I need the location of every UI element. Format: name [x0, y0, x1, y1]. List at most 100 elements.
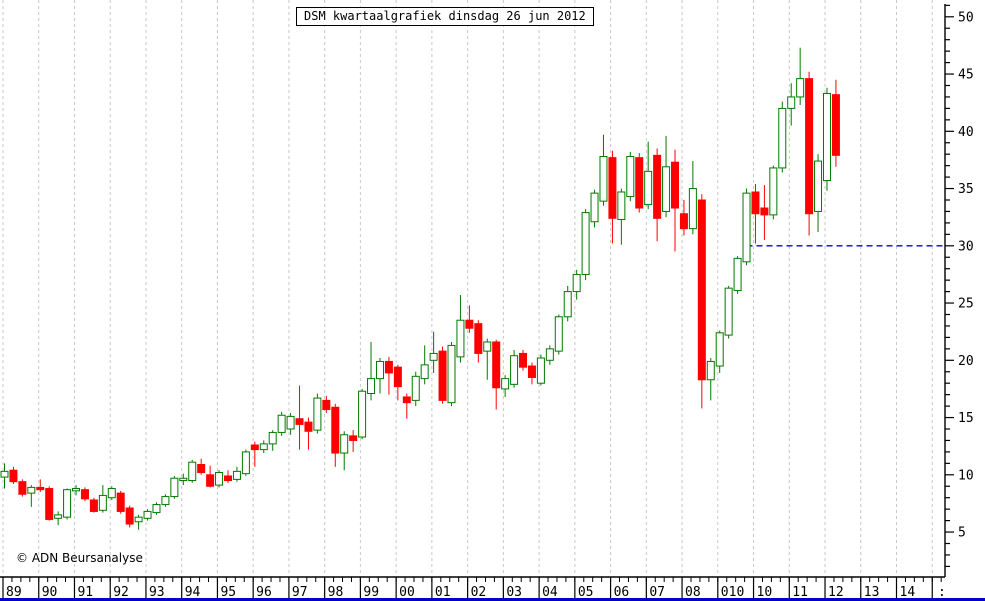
x-tick-label-10: 10 — [757, 585, 773, 600]
candle-1997Q4 — [313, 393, 322, 434]
x-tick-label-00: 00 — [399, 585, 415, 600]
x-tick-label-92: 92 — [113, 585, 129, 600]
y-tick-label-10: 10 — [958, 468, 974, 483]
axes — [0, 4, 946, 578]
y-tick-label-45: 45 — [958, 68, 974, 83]
x-tick-label-94: 94 — [185, 585, 201, 600]
candle-2007Q3 — [662, 135, 671, 218]
candle-1989Q4 — [27, 485, 36, 507]
x-tick-label-99: 99 — [363, 585, 379, 600]
candle-2010Q1 — [751, 183, 760, 244]
candle-2003Q2 — [510, 349, 519, 388]
candle-2000Q1 — [393, 364, 402, 401]
candle-2003Q4 — [527, 362, 536, 385]
x-tick-label-07: 07 — [649, 585, 665, 600]
candle-1991Q4 — [98, 485, 107, 513]
y-tick-label-30: 30 — [958, 239, 974, 254]
candle-1990Q1 — [36, 479, 45, 492]
x-tick-label-95: 95 — [220, 585, 236, 600]
candle-1998Q3 — [340, 431, 349, 471]
candle-1996Q1 — [250, 441, 259, 467]
candle-1998Q1 — [322, 395, 331, 413]
x-tick-label-97: 97 — [292, 585, 308, 600]
candle-2012Q1 — [822, 87, 831, 191]
candle-1990Q2 — [45, 486, 54, 521]
candle-1991Q3 — [89, 497, 98, 513]
candle-2004Q2 — [545, 345, 554, 365]
x-tick-label-14: 14 — [900, 585, 916, 600]
candle-1995Q1 — [215, 470, 224, 488]
x-tick-label-96: 96 — [256, 585, 272, 600]
candle-2006Q2 — [617, 188, 626, 245]
candle-1996Q3 — [268, 430, 277, 451]
candle-2001Q4 — [456, 295, 465, 363]
candle-1998Q4 — [349, 430, 358, 452]
candle-2011Q2 — [796, 47, 805, 105]
x-tick-label-03: 03 — [506, 585, 522, 600]
y-tick-label-20: 20 — [958, 354, 974, 369]
y-tick-label-50: 50 — [958, 10, 974, 25]
candle-1989Q2 — [9, 466, 18, 484]
candle-1993Q2 — [152, 502, 161, 515]
candle-2011Q4 — [814, 154, 823, 233]
x-tick-label-02: 02 — [471, 585, 487, 600]
y-tick-label-25: 25 — [958, 297, 974, 312]
candle-1990Q4 — [63, 488, 72, 520]
candle-2005Q4 — [599, 134, 608, 206]
candle-1997Q3 — [304, 417, 313, 450]
candle-1994Q4 — [206, 465, 215, 488]
candle-2006Q4 — [635, 153, 644, 213]
candle-1999Q1 — [358, 388, 367, 440]
x-tick-label-01: 01 — [435, 585, 451, 600]
x-tick-label-93: 93 — [149, 585, 165, 600]
candle-1998Q2 — [331, 403, 340, 467]
x-tick-label-partial: : — [938, 585, 946, 600]
candle-2004Q3 — [554, 314, 563, 355]
y-axis-ticks-labels: 50 45 40 35 30 25 20 15 10 5 — [945, 4, 974, 568]
copyright-label: © ADN Beursanalyse — [16, 551, 143, 565]
candle-1994Q3 — [197, 458, 206, 475]
candle-2005Q2 — [581, 209, 590, 281]
candle-2010Q3 — [769, 165, 778, 220]
candle-2002Q3 — [483, 338, 492, 380]
candle-2000Q3 — [411, 371, 420, 407]
candle-1997Q1 — [286, 412, 295, 435]
candle-1993Q3 — [161, 494, 170, 507]
y-tick-label-15: 15 — [958, 411, 974, 426]
candle-1995Q4 — [241, 449, 250, 476]
candle-2007Q1 — [644, 141, 653, 210]
candles — [0, 47, 840, 530]
candle-2001Q3 — [447, 341, 456, 407]
candle-2009Q1 — [715, 330, 724, 373]
x-tick-label-010: 010 — [721, 585, 744, 600]
candle-2011Q3 — [805, 71, 814, 236]
candle-2011Q1 — [787, 83, 796, 126]
x-tick-label-12: 12 — [828, 585, 844, 600]
candle-2004Q4 — [563, 285, 572, 322]
candle-2002Q2 — [474, 320, 483, 363]
candle-1989Q1 — [0, 463, 9, 489]
candle-2009Q4 — [742, 188, 751, 266]
candle-2008Q2 — [688, 161, 697, 235]
candle-2003Q3 — [519, 349, 528, 371]
candle-2010Q4 — [778, 101, 787, 173]
candle-1996Q4 — [277, 411, 286, 436]
candle-2012Q2 — [831, 79, 840, 167]
candle-1999Q3 — [375, 358, 384, 394]
candle-2006Q1 — [608, 150, 617, 244]
candle-1997Q2 — [295, 385, 304, 450]
candle-1999Q2 — [367, 341, 376, 401]
candle-1992Q2 — [116, 490, 125, 514]
x-tick-label-06: 06 — [614, 585, 630, 600]
candle-2004Q1 — [536, 354, 545, 386]
candle-1994Q2 — [188, 459, 197, 483]
candle-2009Q3 — [733, 256, 742, 294]
candle-2007Q2 — [653, 148, 662, 242]
candle-1991Q1 — [72, 485, 81, 496]
x-axis-ticks-labels: 89 90 91 92 93 94 95 96 97 98 99 00 01 02 03 04 05 06 07 08… — [2, 577, 946, 600]
candle-2005Q3 — [590, 189, 599, 228]
candle-2000Q2 — [402, 393, 411, 419]
candle-1994Q1 — [179, 473, 188, 486]
candle-2008Q4 — [706, 358, 715, 401]
y-tick-label-40: 40 — [958, 125, 974, 140]
